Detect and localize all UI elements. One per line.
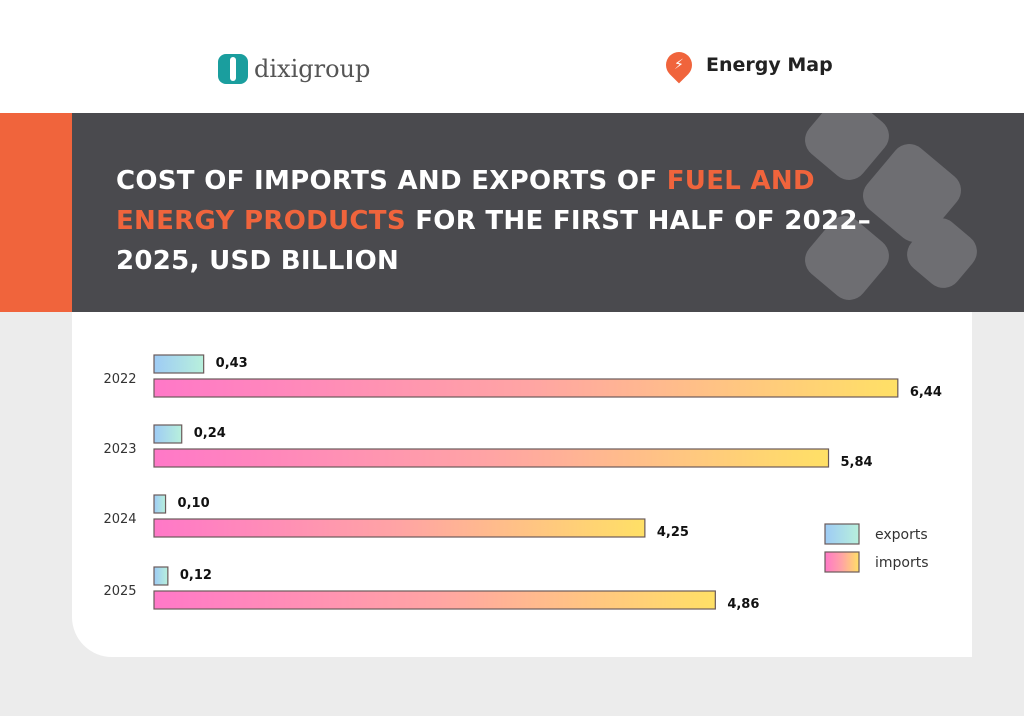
imports-bar bbox=[153, 590, 716, 610]
exports-value-label: 0,12 bbox=[180, 568, 212, 583]
imports-bar bbox=[153, 518, 646, 538]
year-label: 2024 bbox=[103, 512, 136, 527]
legend-swatch-exports bbox=[824, 523, 860, 545]
chart-title: COST OF IMPORTS AND EXPORTS OF FUEL AND … bbox=[116, 166, 872, 276]
title-band: COST OF IMPORTS AND EXPORTS OF FUEL AND … bbox=[72, 113, 1024, 312]
year-label: 2023 bbox=[103, 442, 136, 457]
exports-bar bbox=[153, 354, 205, 374]
imports-value-label: 5,84 bbox=[841, 455, 873, 470]
imports-bar bbox=[153, 378, 899, 398]
exports-bar bbox=[153, 566, 169, 586]
exports-bar bbox=[153, 424, 183, 444]
imports-value-label: 4,86 bbox=[727, 597, 759, 612]
imports-value-label: 4,25 bbox=[657, 525, 689, 540]
dixigroup-mark-icon bbox=[218, 54, 248, 84]
imports-bar bbox=[153, 448, 830, 468]
accent-strip bbox=[0, 113, 72, 312]
energy-map-logo-text: Energy Map bbox=[706, 54, 833, 76]
dixigroup-logo-text: dixigroup bbox=[254, 55, 371, 83]
exports-value-label: 0,10 bbox=[178, 496, 210, 511]
legend-label-imports: imports bbox=[875, 555, 929, 571]
energy-map-logo: ⚡ Energy Map bbox=[660, 46, 833, 84]
exports-bar bbox=[153, 494, 167, 514]
header: dixigroup ⚡ Energy Map bbox=[0, 0, 1024, 113]
exports-value-label: 0,43 bbox=[216, 356, 248, 371]
legend-swatch-imports bbox=[824, 551, 860, 573]
dixigroup-logo: dixigroup bbox=[218, 54, 370, 84]
imports-value-label: 6,44 bbox=[910, 385, 942, 400]
year-label: 2022 bbox=[103, 372, 136, 387]
year-label: 2025 bbox=[103, 584, 136, 599]
legend-label-exports: exports bbox=[875, 527, 928, 543]
exports-value-label: 0,24 bbox=[194, 426, 226, 441]
